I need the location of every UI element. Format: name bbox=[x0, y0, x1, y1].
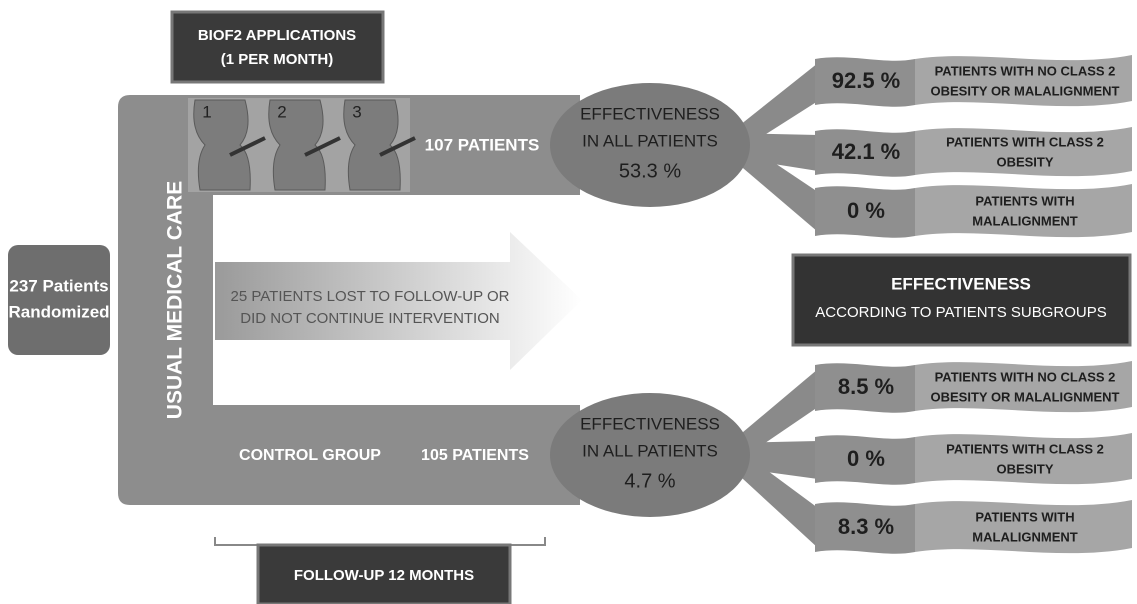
summary-box bbox=[793, 255, 1130, 345]
subgroup-label: PATIENTS WITH CLASS 2 bbox=[946, 134, 1104, 149]
side-label: USUAL MEDICAL CARE bbox=[164, 181, 187, 419]
lost-text: DID NOT CONTINUE INTERVENTION bbox=[240, 310, 499, 327]
intervention-patients: 107 PATIENTS bbox=[425, 135, 540, 154]
effect-label: EFFECTIVENESS bbox=[580, 104, 720, 123]
subgroup-value: 0 % bbox=[847, 446, 885, 471]
intervention-title: (1 PER MONTH) bbox=[221, 51, 334, 68]
summary-subtitle: ACCORDING TO PATIENTS SUBGROUPS bbox=[815, 304, 1106, 321]
effect-label: EFFECTIVENESS bbox=[580, 414, 720, 433]
step-number: 2 bbox=[277, 102, 286, 121]
subgroup-banner bbox=[915, 500, 1132, 553]
lost-text: 25 PATIENTS LOST TO FOLLOW-UP OR bbox=[231, 288, 510, 305]
effect-label: IN ALL PATIENTS bbox=[582, 131, 718, 150]
step-number: 1 bbox=[202, 102, 211, 121]
subgroup-value: 8.3 % bbox=[838, 514, 894, 539]
control-group: CONTROL GROUP bbox=[239, 447, 381, 464]
subgroup-value: 0 % bbox=[847, 198, 885, 223]
effect-value: 4.7 % bbox=[624, 470, 675, 492]
diagram: 237 Patients Randomized USUAL MEDICAL CARE… bbox=[0, 0, 1137, 604]
subgroup-label: PATIENTS WITH bbox=[975, 193, 1074, 208]
subgroup-label: OBESITY OR MALALIGNMENT bbox=[931, 83, 1120, 98]
subgroup-label: OBESITY OR MALALIGNMENT bbox=[931, 389, 1120, 404]
subgroup-label: OBESITY bbox=[996, 154, 1053, 169]
subgroup-label: MALALIGNMENT bbox=[972, 529, 1077, 544]
subgroup-label: PATIENTS WITH NO CLASS 2 bbox=[935, 63, 1116, 78]
effect-label: IN ALL PATIENTS bbox=[582, 441, 718, 460]
step-number: 3 bbox=[352, 102, 361, 121]
control-patients: 105 PATIENTS bbox=[421, 447, 529, 464]
subgroup-value: 8.5 % bbox=[838, 374, 894, 399]
subgroup-value: 42.1 % bbox=[832, 139, 901, 164]
start-text: 237 Patients bbox=[9, 276, 108, 295]
subgroup-label: PATIENTS WITH CLASS 2 bbox=[946, 441, 1104, 456]
effect-value: 53.3 % bbox=[619, 160, 681, 182]
start-text: Randomized bbox=[8, 302, 109, 321]
subgroup-label: PATIENTS WITH NO CLASS 2 bbox=[935, 369, 1116, 384]
subgroup-label: MALALIGNMENT bbox=[972, 213, 1077, 228]
start-box bbox=[8, 245, 110, 355]
subgroup-value: 92.5 % bbox=[832, 68, 901, 93]
subgroup-banner bbox=[915, 184, 1132, 237]
summary-title: EFFECTIVENESS bbox=[891, 274, 1031, 293]
intervention-title: BIOF2 APPLICATIONS bbox=[198, 27, 356, 44]
subgroup-label: PATIENTS WITH bbox=[975, 509, 1074, 524]
intervention-title-box bbox=[172, 12, 383, 82]
followup-text: FOLLOW-UP 12 MONTHS bbox=[294, 567, 474, 584]
subgroup-label: OBESITY bbox=[996, 461, 1053, 476]
